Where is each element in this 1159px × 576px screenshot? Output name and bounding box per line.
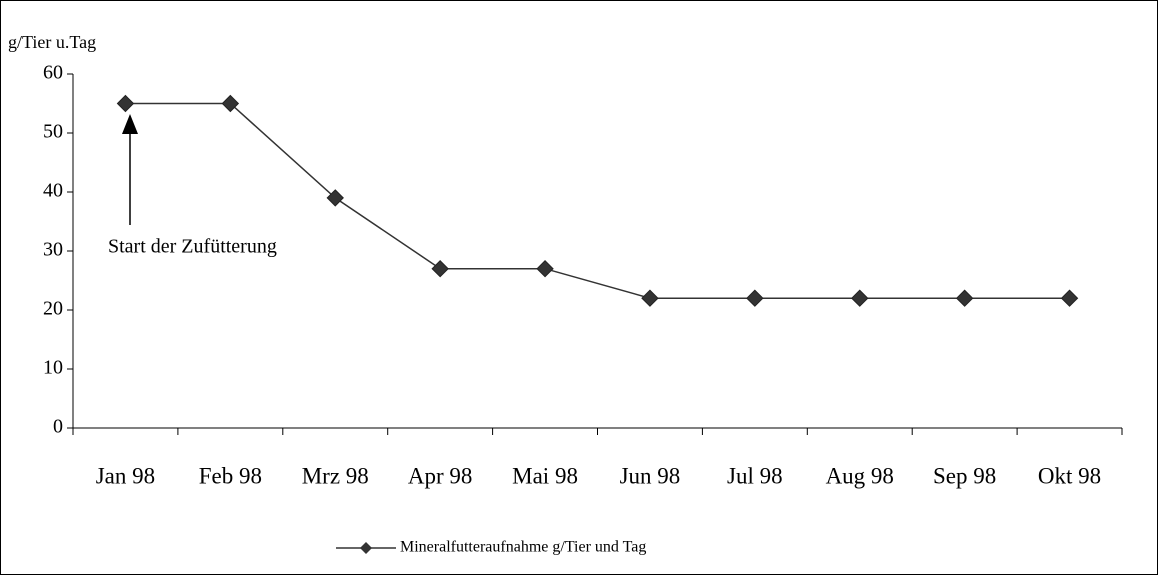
y-tick-label: 40 [43, 180, 63, 202]
marker [851, 289, 869, 307]
x-tick-label: Mrz 98 [302, 463, 369, 488]
marker [536, 259, 554, 278]
y-tick-label: 20 [43, 298, 63, 320]
x-tick-label: Jun 98 [620, 463, 681, 488]
marker [1060, 289, 1079, 307]
x-tick-label: Mai 98 [512, 463, 578, 488]
x-tick-label: Jul 98 [727, 463, 783, 488]
y-tick-label: 30 [43, 239, 63, 261]
annotation-arrowhead [122, 114, 138, 134]
y-axis-label: g/Tier u.Tag [8, 32, 96, 52]
y-tick-label: 0 [53, 416, 63, 438]
marker [116, 94, 135, 113]
marker [326, 189, 344, 207]
x-tick-label: Apr 98 [408, 463, 473, 488]
legend-label: Mineralfutteraufnahme g/Tier und Tag [400, 539, 646, 556]
x-tick-label: Sep 98 [933, 463, 996, 488]
x-tick-label: Okt 98 [1038, 463, 1101, 488]
y-tick-label: 60 [43, 62, 63, 84]
series-line [125, 102, 1070, 299]
annotation: Start der Zufütterung [108, 236, 277, 258]
legend-marker [360, 542, 372, 554]
x-tick-label: Aug 98 [826, 463, 894, 488]
marker [746, 289, 764, 307]
y-tick-label: 50 [43, 121, 63, 143]
y-tick-label: 10 [43, 357, 63, 379]
x-tick-label: Jan 98 [96, 463, 155, 488]
marker [641, 289, 659, 307]
marker [221, 94, 240, 113]
marker [431, 259, 449, 278]
x-tick-label: Feb 98 [199, 463, 262, 488]
marker [955, 289, 974, 307]
